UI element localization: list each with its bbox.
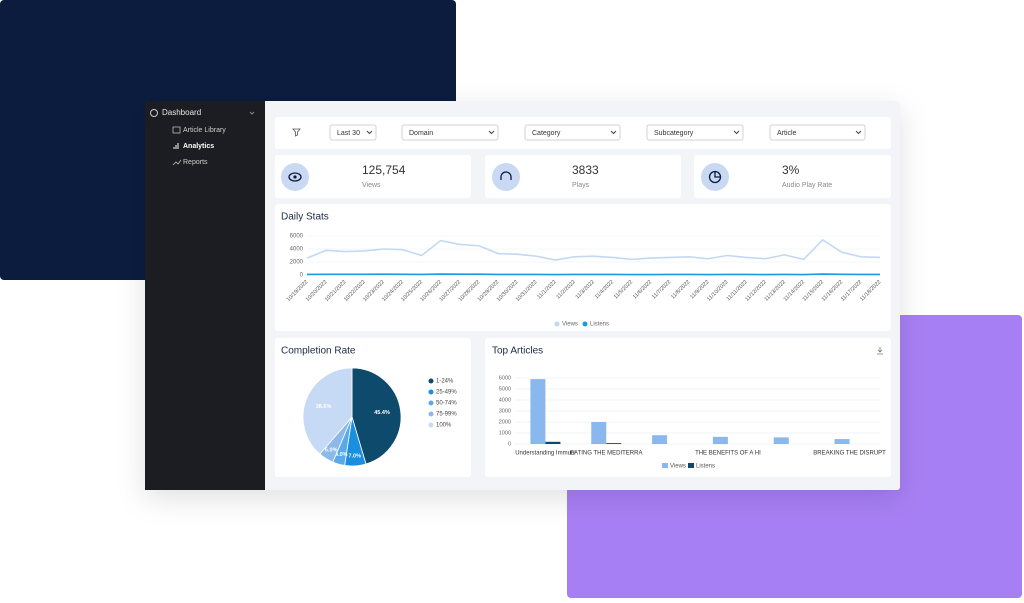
bar [545,441,561,444]
chart-card [275,204,891,331]
bar [834,439,850,444]
nav-item[interactable]: Analytics [183,143,214,150]
select-caret [366,130,373,135]
x-tick-label: EATING THE MEDITERRA [570,451,642,457]
filter-select[interactable] [329,124,377,141]
legend-swatch [662,463,668,468]
y-tick-label: 0 [300,273,304,279]
x-tick-label: BREAKING THE DISRUPT [813,451,886,457]
headphones-icon [500,171,512,180]
y-tick-label: 5000 [499,386,511,392]
legend-label[interactable]: Listens [590,322,609,328]
pie-slice [351,367,402,465]
line-series [306,273,880,276]
y-tick-label: 4000 [290,247,304,253]
legend-label[interactable]: Views [562,322,578,328]
stat-value: 3833 [572,163,599,177]
nav-item[interactable]: Article Library [183,127,226,134]
filter-label: Article [777,130,797,137]
pie-slice [302,367,353,455]
legend-label[interactable]: 25-49% [436,390,457,396]
dashboard-icon [150,109,158,117]
stat-value: 125,754 [362,163,406,177]
line-series [306,238,881,261]
stat-label: Audio Play Rate [782,182,832,189]
y-tick-label: 4000 [499,397,511,403]
filter-select[interactable] [769,124,866,141]
slice-label: 45.4% [374,410,390,416]
sidebar-title[interactable]: Dashboard [162,108,201,117]
stat-value: 3% [782,163,800,177]
y-tick-label: 3000 [499,408,511,414]
filter-label: Subcategory [654,130,694,137]
filter-select[interactable] [401,124,499,141]
nav-item[interactable]: Reports [183,159,208,166]
filter-select[interactable] [524,124,621,141]
y-tick-label: 1000 [499,430,511,436]
legend-swatch [428,389,434,395]
select-caret [855,130,862,135]
eye-icon [288,172,302,182]
filter-label: Category [532,130,561,137]
legend-swatch [428,422,434,428]
y-tick-label: 0 [508,441,511,447]
slice-label: 38.6% [316,404,332,410]
stat-label: Plays [572,182,590,189]
eye-pupil [293,175,297,179]
legend-swatch [428,411,434,417]
legend-swatch [688,463,694,468]
stat-card [275,155,471,198]
bar [591,422,607,444]
filter-label: Last 30 [337,130,360,137]
legend-label[interactable]: 50-74% [436,401,457,407]
legend-label[interactable]: Listens [696,464,715,470]
bar [773,437,789,444]
reports-icon [172,159,182,166]
legend-swatch [428,378,434,384]
plays-icon-bg [492,163,520,191]
x-tick-label: Understanding Immuni [515,451,575,457]
legend-label[interactable]: 100% [436,423,452,429]
pie-icon-wedge [714,171,721,178]
bar [530,379,546,444]
select-caret [610,130,617,135]
stat-label: Views [362,182,381,189]
chart-title: Completion Rate [281,346,356,357]
slice-label: 4.0% [335,452,348,458]
download-icon[interactable] [877,347,883,355]
y-tick-label: 2000 [290,260,304,266]
legend-swatch [554,321,560,327]
legend-label[interactable]: 75-99% [436,412,457,418]
y-tick-label: 2000 [499,419,511,425]
legend-swatch [582,321,588,327]
slice-label: 5.0% [325,448,338,454]
filter-label: Domain [409,130,433,137]
bar [712,436,728,444]
x-tick-label: THE BENEFITS OF A HI [695,451,761,457]
filter-select[interactable] [646,124,744,141]
stat-card [694,155,891,198]
slice-label: 7.0% [348,454,361,460]
chart-title: Daily Stats [281,212,329,223]
legend-label[interactable]: Views [670,464,686,470]
legend-swatch [428,400,434,406]
chart-card [485,338,891,477]
chart-title: Top Articles [492,346,543,357]
chevron [249,111,255,115]
library-icon [172,126,181,134]
filter-icon [292,128,301,137]
analytics-icon [173,143,179,149]
stat-card [485,155,681,198]
bar [652,435,668,444]
y-tick-label: 6000 [499,375,511,381]
bar [606,443,622,444]
sidebar [145,101,265,490]
select-caret [733,130,740,135]
y-tick-label: 6000 [290,234,304,240]
select-caret [488,130,495,135]
legend-label[interactable]: 1-24% [436,379,454,385]
